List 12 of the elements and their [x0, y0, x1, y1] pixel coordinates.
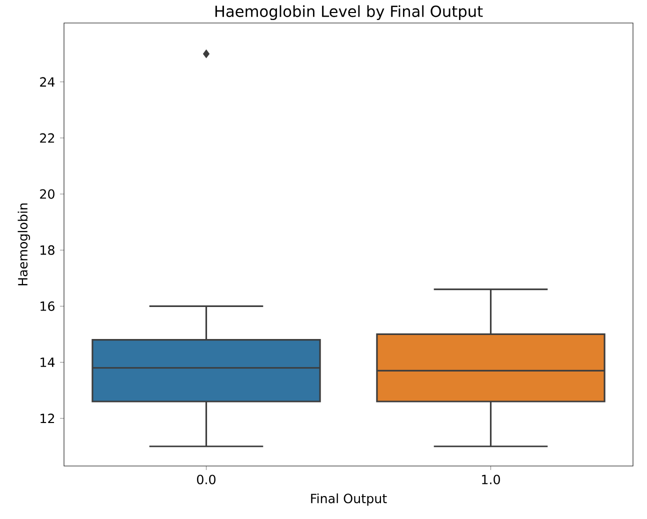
y-tick-label: 16 [40, 301, 54, 311]
y-tick-label: 14 [40, 358, 55, 367]
y-tick-label: 22 [40, 133, 54, 143]
y-axis-title: Haemoglobin [18, 204, 30, 286]
x-tick-label: 0.0 [197, 474, 216, 484]
y-tick-label: 24 [40, 77, 55, 87]
y-tick-label: 20 [40, 189, 54, 199]
x-tick-label: 1.0 [482, 474, 500, 484]
chart-title: Haemoglobin Level by Final Output [215, 5, 483, 20]
y-tick-label: 18 [40, 245, 54, 255]
y-tick-label: 12 [40, 414, 54, 424]
x-axis-title: Final Output [311, 493, 387, 506]
